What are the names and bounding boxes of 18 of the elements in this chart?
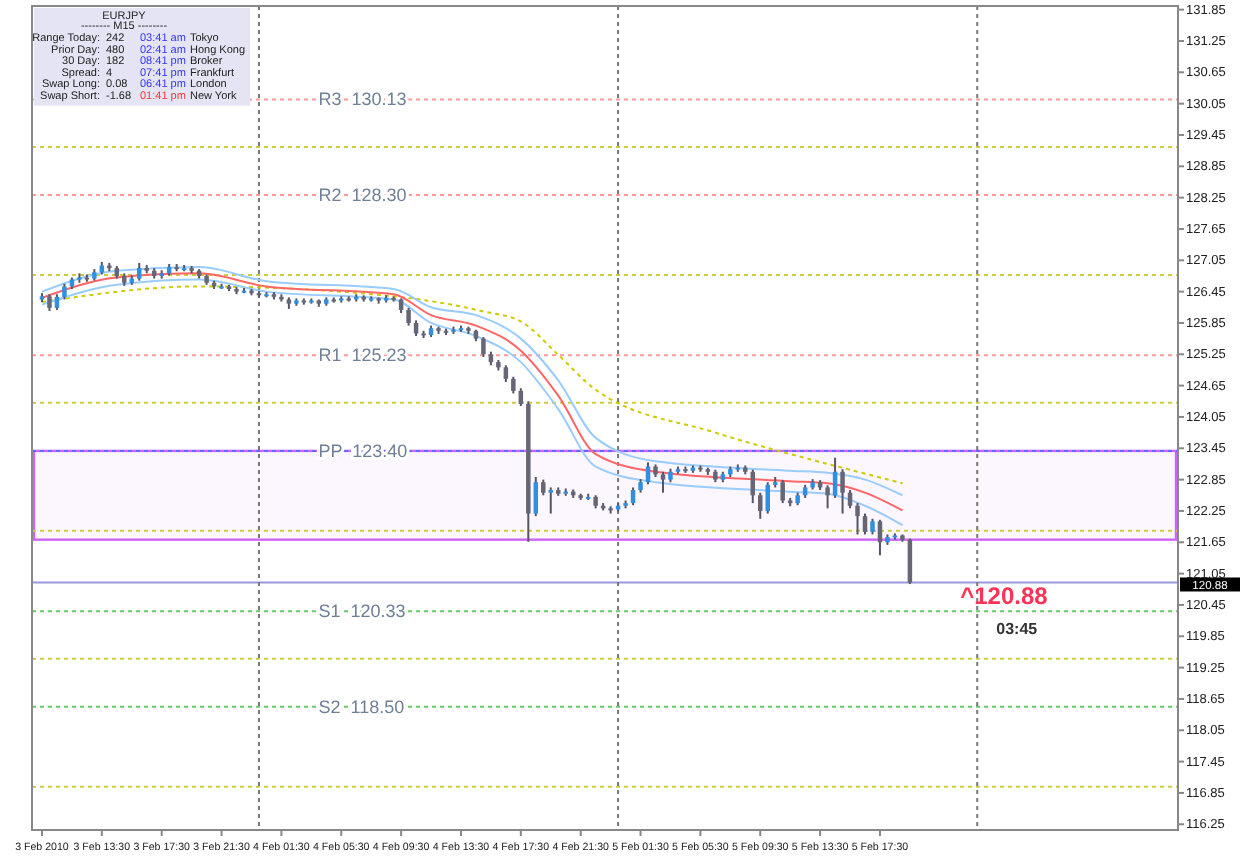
ref-line-label: R2 128.30: [318, 185, 407, 206]
candlestick: [533, 476, 539, 518]
ref-line-label: R1 125.23: [318, 345, 407, 366]
ref-line-label: S2 118.50: [318, 696, 405, 717]
annotation: ^120.88: [960, 582, 1049, 611]
candlestick: [780, 479, 785, 505]
candlestick: [758, 491, 763, 520]
ref-line-label: R3 130.13: [318, 89, 407, 110]
candlestick: [825, 484, 830, 510]
candlestick: [840, 468, 845, 515]
candlestick: [862, 512, 868, 536]
candlestick: [481, 336, 486, 358]
candlestick: [660, 470, 666, 494]
candlestick: [855, 502, 860, 536]
candlestick: [765, 481, 770, 515]
ref-line-label: S1 120.33: [318, 601, 406, 622]
candlestick: [548, 486, 553, 515]
annotation: 03:45: [996, 620, 1039, 639]
